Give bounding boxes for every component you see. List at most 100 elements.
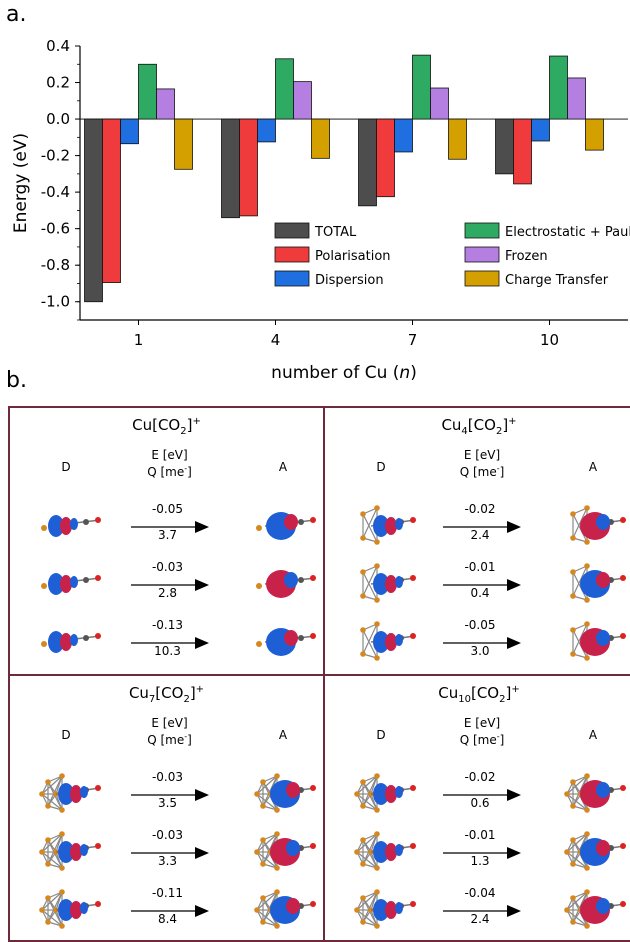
charge-value: 2.4	[470, 528, 490, 542]
title-subscript: 7	[148, 694, 156, 705]
title-subscript: 2	[495, 426, 503, 437]
bar-frozen-7	[430, 87, 449, 120]
orbital-analysis-grid: Cu[CO2]+ D A E [eV] Q [me-] -0.05 3.7 -0.03 2.8-…	[8, 406, 630, 942]
bar-electrostatic-pauli-7	[412, 54, 431, 120]
acceptor-column-header: A	[278, 460, 288, 474]
charge-header-text: ]	[187, 733, 192, 747]
orbital-pair-row: -0.02 0.6	[325, 768, 630, 818]
orbital-pair-row: -0.02 2.4	[325, 500, 630, 550]
donor-orbital	[351, 616, 421, 670]
x-tick-label: 7	[408, 331, 418, 349]
bar-total-10	[495, 118, 514, 175]
title-text: [CO	[155, 684, 184, 702]
bar-polarisation-7	[376, 118, 395, 198]
energy-value: -0.02	[464, 502, 496, 516]
energy-header: E [eV]	[151, 448, 188, 462]
bar-charge-transfer-7	[448, 118, 467, 160]
y-tick-label: -0.4	[41, 183, 70, 201]
legend-label: Charge Transfer	[505, 273, 609, 288]
energy-value: -0.04	[464, 886, 496, 900]
charge-header-sup: -	[496, 464, 500, 473]
bar-electrostatic-pauli-1	[138, 63, 157, 120]
acceptor-orbital	[251, 768, 321, 822]
y-axis-label: Energy (eV)	[11, 133, 31, 233]
charge-value: 3.7	[157, 528, 178, 542]
y-tick-label: 0.0	[46, 110, 70, 128]
donor-column-header: D	[61, 728, 71, 742]
acceptor-column-header: A	[588, 728, 598, 742]
charge-header-text: Q [me	[147, 733, 185, 747]
bar-polarisation-4	[239, 118, 258, 217]
energy-value: -0.01	[464, 560, 496, 574]
bar-dispersion-4	[257, 118, 276, 143]
charge-value: 2.8	[157, 586, 178, 600]
legend-label: Polarisation	[315, 249, 391, 264]
bar-dispersion-10	[531, 118, 550, 142]
acceptor-orbital	[561, 616, 630, 670]
donor-orbital	[36, 500, 106, 554]
bar-electrostatic-pauli-10	[549, 55, 568, 120]
title-text: ]	[505, 684, 512, 702]
charge-header-sup: -	[496, 732, 500, 741]
acceptor-column-header: A	[278, 728, 288, 742]
title-superscript: +	[508, 416, 517, 427]
bar-charge-transfer-10	[585, 118, 604, 151]
legend-swatch	[464, 222, 500, 239]
bar-frozen-4	[293, 81, 312, 120]
title-superscript: +	[192, 416, 201, 427]
donor-column-header: D	[376, 460, 386, 474]
charge-value: 3.0	[470, 644, 490, 658]
energy-decomposition-chart: 0.4 0.2 0.0 -0.2 -0.4 -0.6 -0.8 -1.0 Energy (eV)…	[11, 37, 630, 383]
transfer-arrow	[443, 902, 523, 921]
title-subscript: 10	[458, 694, 471, 705]
x-tick-label: 10	[540, 331, 559, 349]
energy-header: E [eV]	[463, 448, 501, 462]
charge-header-sup: -	[184, 464, 188, 473]
energy-value: -0.13	[151, 618, 184, 632]
bar-polarisation-10	[513, 118, 532, 185]
title-text: Cu[CO	[132, 416, 181, 434]
charge-header-text: ]	[499, 733, 505, 747]
donor-orbital	[36, 884, 106, 938]
donor-orbital	[351, 884, 421, 938]
title-subscript: 2	[499, 694, 506, 705]
energy-value: -0.03	[151, 560, 184, 574]
transfer-arrow	[130, 902, 211, 921]
orbital-pair-row: -0.04 2.4	[325, 884, 630, 934]
donor-orbital	[351, 768, 421, 822]
legend-swatch	[464, 246, 500, 263]
donor-orbital	[351, 558, 421, 612]
transfer-arrow	[130, 634, 211, 653]
charge-value: 0.6	[470, 796, 490, 810]
complex-title: Cu7[CO2]+	[10, 684, 323, 705]
charge-header-text: Q [me	[459, 465, 497, 479]
energy-value: -0.11	[151, 886, 184, 900]
charge-value: 3.3	[157, 854, 178, 868]
legend-label: Frozen	[505, 249, 548, 264]
title-text: Cu	[438, 684, 459, 702]
acceptor-orbital	[251, 558, 321, 612]
donor-orbital	[36, 826, 106, 880]
orbital-pair-row: -0.13 10.3	[10, 616, 323, 666]
acceptor-orbital	[251, 616, 321, 670]
energy-header: E [eV]	[463, 716, 501, 730]
bar-dispersion-1	[120, 118, 139, 145]
charge-header: Q [me-]	[447, 462, 517, 479]
donor-column-header: D	[376, 728, 386, 742]
transfer-arrow	[130, 576, 211, 595]
bar-total-4	[221, 118, 240, 219]
acceptor-column-header: A	[588, 460, 598, 474]
bar-total-7	[358, 118, 377, 207]
complex-title: Cu4[CO2]+	[325, 416, 630, 437]
legend-swatch	[274, 222, 310, 239]
acceptor-orbital	[251, 500, 321, 554]
x-tick-label: 4	[271, 331, 281, 349]
bar-total-1	[84, 118, 103, 303]
charge-value: 8.4	[157, 912, 178, 926]
charge-header: Q [me-]	[135, 462, 205, 479]
orbital-pair-row: -0.05 3.7	[10, 500, 323, 550]
charge-value: 3.5	[157, 796, 178, 810]
charge-value: 10.3	[154, 644, 181, 658]
legend-label: Dispersion	[315, 273, 384, 288]
complex-panel: Cu7[CO2]+ D A E [eV] Q [me-] -0.03 3.5 -0.03 3.3…	[8, 674, 325, 942]
